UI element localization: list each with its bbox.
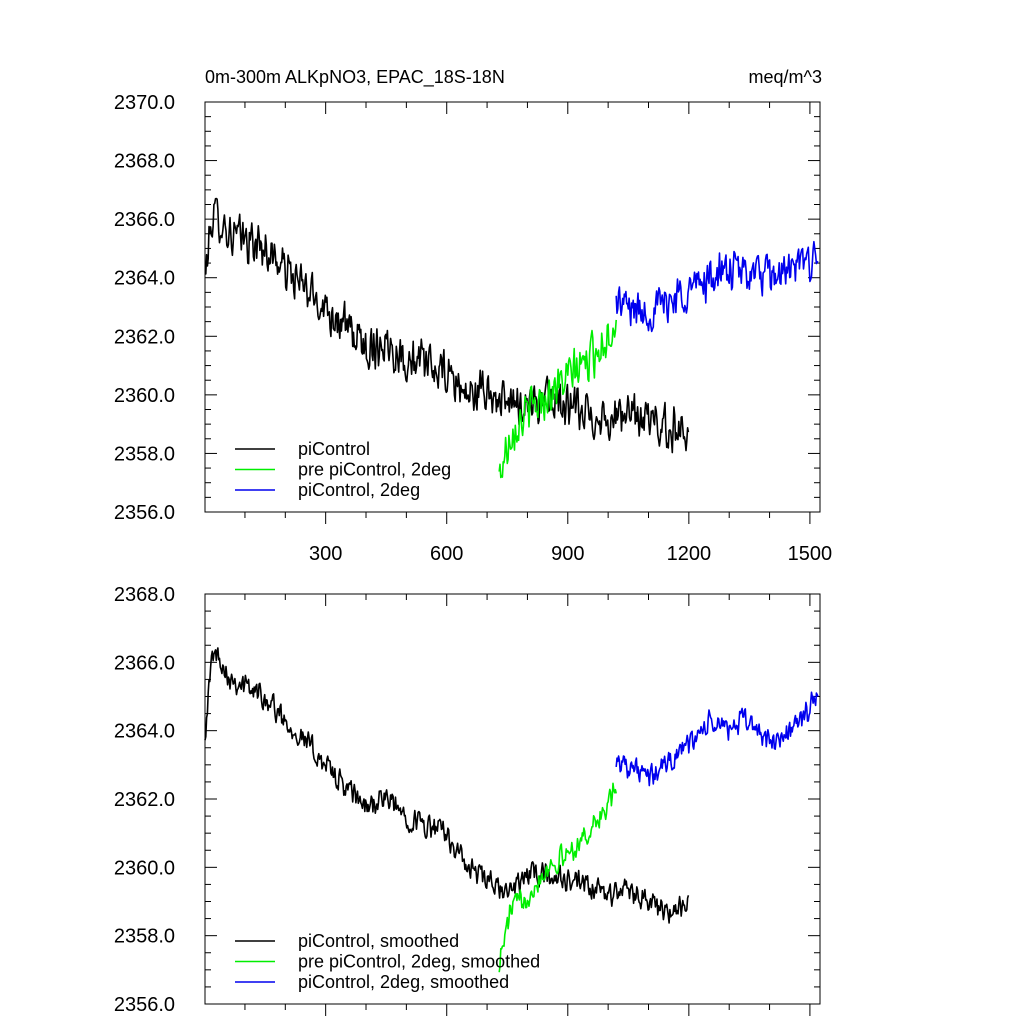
x-tick-label: 600 [430, 543, 463, 565]
x-tick-label: 1200 [667, 543, 712, 565]
y-tick-label: 2364.0 [114, 268, 175, 290]
legend-label: piControl [298, 439, 370, 459]
bottom-series [204, 647, 819, 973]
y-tick-label: 2366.0 [114, 652, 175, 674]
top-panel: 0m-300m ALKpNO3, EPAC_18S-18N meq/m^3 23… [114, 67, 832, 565]
top-series [204, 197, 819, 479]
legend-label: piControl, smoothed [298, 931, 459, 951]
y-tick-label: 2366.0 [114, 209, 175, 231]
x-tick-label: 900 [551, 543, 584, 565]
y-tick-label: 2368.0 [114, 584, 175, 606]
bottom-y-tick-labels: 2356.0 2358.0 2360.0 2362.0 2364.0 2366.0 2368… [114, 584, 175, 1016]
bottom-ticks [205, 593, 820, 1016]
top-x-tick-labels: 300 600 900 1200 1500 [309, 543, 832, 565]
series-line-picontrol-2deg-smoothed [615, 691, 819, 787]
legend-label: piControl, 2deg [298, 480, 420, 500]
legend-label: pre piControl, 2deg, smoothed [298, 952, 540, 972]
y-tick-label: 2360.0 [114, 385, 175, 407]
y-tick-label: 2368.0 [114, 151, 175, 173]
bottom-panel: 2356.0 2358.0 2360.0 2362.0 2364.0 2366.0 2368… [114, 584, 821, 1016]
y-tick-label: 2356.0 [114, 994, 175, 1016]
y-tick-label: 2360.0 [114, 857, 175, 879]
top-panel-units: meq/m^3 [749, 67, 822, 87]
y-tick-label: 2362.0 [114, 789, 175, 811]
x-tick-label: 1500 [788, 543, 833, 565]
series-line-pre-picontrol-2deg-smoothed [498, 782, 617, 973]
series-line-picontrol-smoothed [204, 647, 690, 924]
series-line-picontrol [204, 197, 690, 454]
top-y-tick-labels: 2356.0 2358.0 2360.0 2362.0 2364.0 2366.0 2368… [114, 92, 175, 524]
top-panel-title: 0m-300m ALKpNO3, EPAC_18S-18N [205, 67, 505, 88]
series-line-pre-picontrol-2deg [498, 319, 617, 479]
y-tick-label: 2358.0 [114, 443, 175, 465]
legend-label: pre piControl, 2deg [298, 460, 451, 480]
legend-label: piControl, 2deg, smoothed [298, 972, 509, 992]
series-line-picontrol-2deg [615, 240, 819, 333]
y-tick-label: 2364.0 [114, 721, 175, 743]
y-tick-label: 2356.0 [114, 502, 175, 524]
y-tick-label: 2358.0 [114, 926, 175, 948]
y-tick-label: 2362.0 [114, 326, 175, 348]
x-tick-label: 300 [309, 543, 342, 565]
y-tick-label: 2370.0 [114, 92, 175, 114]
